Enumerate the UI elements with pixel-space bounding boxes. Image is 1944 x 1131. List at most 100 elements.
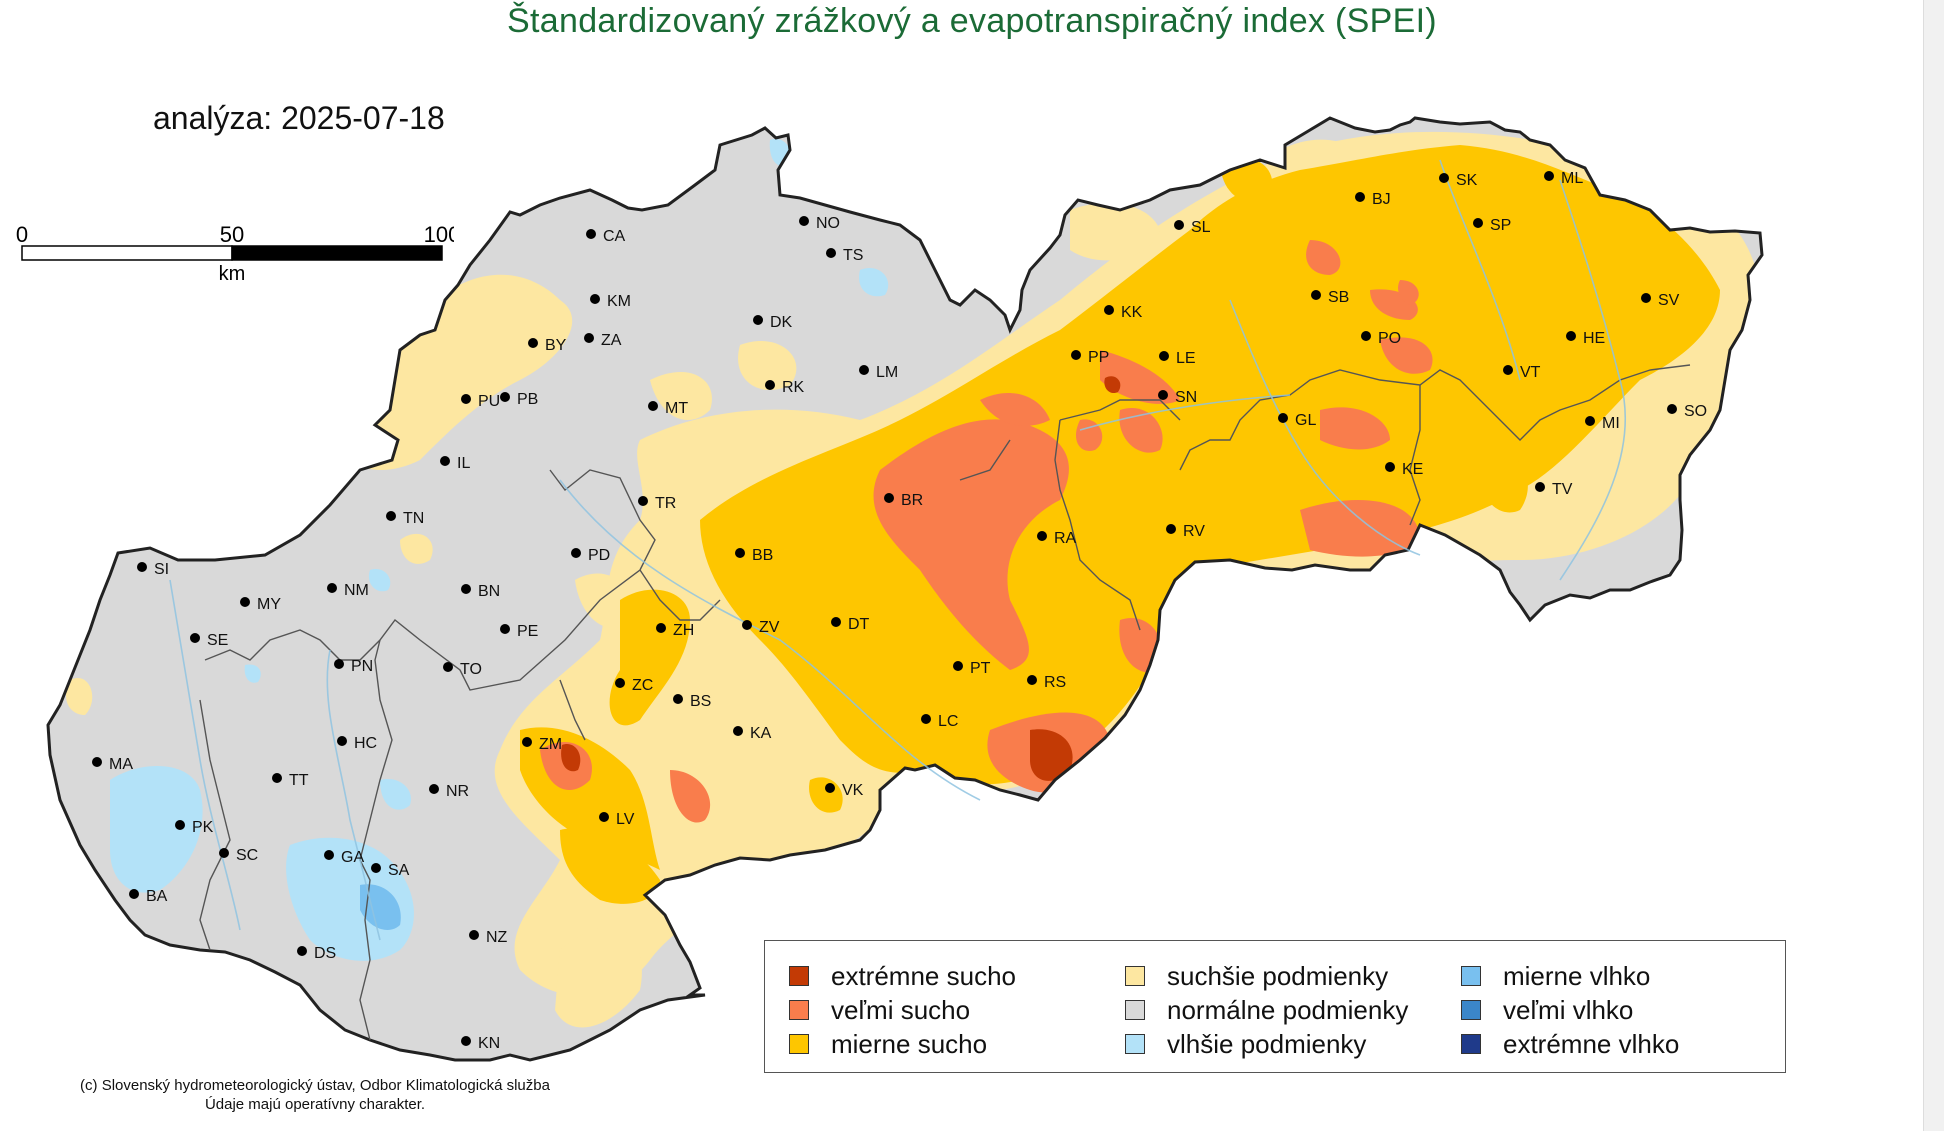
legend-label: mierne sucho [831, 1028, 988, 1059]
svg-text:TS: TS [843, 247, 863, 264]
station-PN: PN [334, 658, 373, 675]
svg-text:IL: IL [457, 455, 470, 472]
station-ZA: ZA [584, 332, 622, 349]
svg-text:KA: KA [750, 725, 772, 742]
svg-text:MY: MY [257, 596, 281, 613]
station-ML: ML [1544, 170, 1583, 187]
rivers [169, 159, 1627, 941]
station-KA: KA [733, 725, 772, 742]
scale-unit: km [219, 263, 246, 285]
svg-text:ZA: ZA [601, 332, 622, 349]
svg-text:GA: GA [341, 849, 364, 866]
station-BA: BA [129, 888, 168, 905]
legend-item-very-wet: veľmi vlhko [1461, 993, 1679, 1027]
svg-text:NM: NM [344, 582, 369, 599]
station-SK: SK [1439, 172, 1478, 189]
svg-text:TO: TO [460, 661, 482, 678]
scale-bar-white-segment [21, 245, 233, 261]
svg-text:DS: DS [314, 945, 336, 962]
station-GL: GL [1278, 412, 1316, 429]
svg-text:BN: BN [478, 583, 500, 600]
credits-line-2: Údaje majú operatívny charakter. [204, 1096, 426, 1113]
svg-text:CA: CA [603, 228, 626, 245]
legend-column-dry: extrémne sucho veľmi sucho mierne sucho [789, 959, 1016, 1061]
station-GA: GA [324, 849, 364, 866]
svg-text:BJ: BJ [1372, 191, 1391, 208]
svg-text:SN: SN [1175, 389, 1197, 406]
svg-text:PE: PE [517, 623, 538, 640]
extreme-dry-area [561, 376, 1121, 781]
svg-text:GL: GL [1295, 412, 1316, 429]
station-LV: LV [599, 811, 635, 828]
svg-text:NZ: NZ [486, 929, 508, 946]
analysis-date: analýza: 2025-07-18 [153, 100, 445, 136]
svg-text:PD: PD [588, 547, 610, 564]
station-CA: CA [586, 228, 626, 245]
svg-text:SK: SK [1456, 172, 1478, 189]
station-RS: RS [1027, 674, 1066, 691]
station-NZ: NZ [469, 929, 508, 946]
region-boundaries [199, 364, 1691, 1041]
svg-text:RV: RV [1183, 523, 1205, 540]
svg-text:BB: BB [752, 547, 773, 564]
station-SE: SE [190, 632, 228, 649]
svg-text:MI: MI [1602, 415, 1620, 432]
svg-text:NO: NO [816, 215, 840, 232]
legend-swatch [789, 966, 809, 986]
svg-text:ZH: ZH [673, 622, 694, 639]
legend-label: extrémne sucho [831, 960, 1016, 991]
legend-swatch [1461, 1034, 1481, 1054]
legend-item-extreme-wet: extrémne vlhko [1461, 1027, 1679, 1061]
station-TV: TV [1535, 481, 1573, 498]
scale-bar-black-segment [231, 245, 443, 261]
station-KK: KK [1104, 304, 1143, 321]
svg-text:PT: PT [970, 660, 991, 677]
svg-text:TV: TV [1552, 481, 1573, 498]
legend-item-drier: suchšie podmienky [1125, 959, 1408, 993]
station-MA: MA [92, 756, 133, 773]
svg-text:ZC: ZC [632, 677, 653, 694]
legend-label: mierne vlhko [1503, 960, 1651, 991]
station-PT: PT [953, 660, 991, 677]
svg-text:KK: KK [1121, 304, 1143, 321]
station-SP: SP [1473, 217, 1511, 234]
station-VT: VT [1503, 364, 1541, 381]
station-ZV: ZV [742, 619, 780, 636]
svg-text:SO: SO [1684, 403, 1707, 420]
legend-item-very-dry: veľmi sucho [789, 993, 1016, 1027]
station-PU: PU [461, 393, 500, 410]
station-NO: NO [799, 215, 840, 232]
station-SN: SN [1158, 389, 1197, 406]
map-title: Štandardizovaný zrážkový a evapotranspir… [507, 2, 1437, 40]
station-DK: DK [753, 314, 793, 331]
svg-text:SI: SI [154, 561, 169, 578]
station-PP: PP [1071, 349, 1109, 366]
station-IL: IL [440, 455, 470, 472]
station-BB: BB [735, 547, 773, 564]
scale-tick-100: 100 [424, 224, 454, 247]
legend-label: normálne podmienky [1167, 994, 1409, 1025]
station-BN: BN [461, 583, 500, 600]
station-PD: PD [571, 547, 610, 564]
station-KM: KM [590, 293, 631, 310]
legend-label: veľmi vlhko [1503, 994, 1634, 1025]
station-SI: SI [137, 561, 169, 578]
svg-text:HC: HC [354, 735, 377, 752]
svg-text:BS: BS [690, 693, 711, 710]
svg-text:LC: LC [938, 713, 958, 730]
station-MT: MT [648, 400, 688, 417]
legend-column-normal: suchšie podmienky normálne podmienky vlh… [1125, 959, 1408, 1061]
station-TR: TR [638, 495, 676, 512]
station-RK: RK [765, 379, 805, 396]
legend-swatch [1125, 1034, 1145, 1054]
station-TO: TO [443, 661, 482, 678]
svg-text:DT: DT [848, 616, 870, 633]
station-SC: SC [219, 847, 258, 864]
station-KN: KN [461, 1035, 500, 1052]
svg-text:SB: SB [1328, 289, 1349, 306]
scrollbar[interactable] [1923, 0, 1944, 1131]
legend-item-extreme-dry: extrémne sucho [789, 959, 1016, 993]
wetter-area [110, 139, 889, 961]
station-KE: KE [1385, 461, 1423, 478]
